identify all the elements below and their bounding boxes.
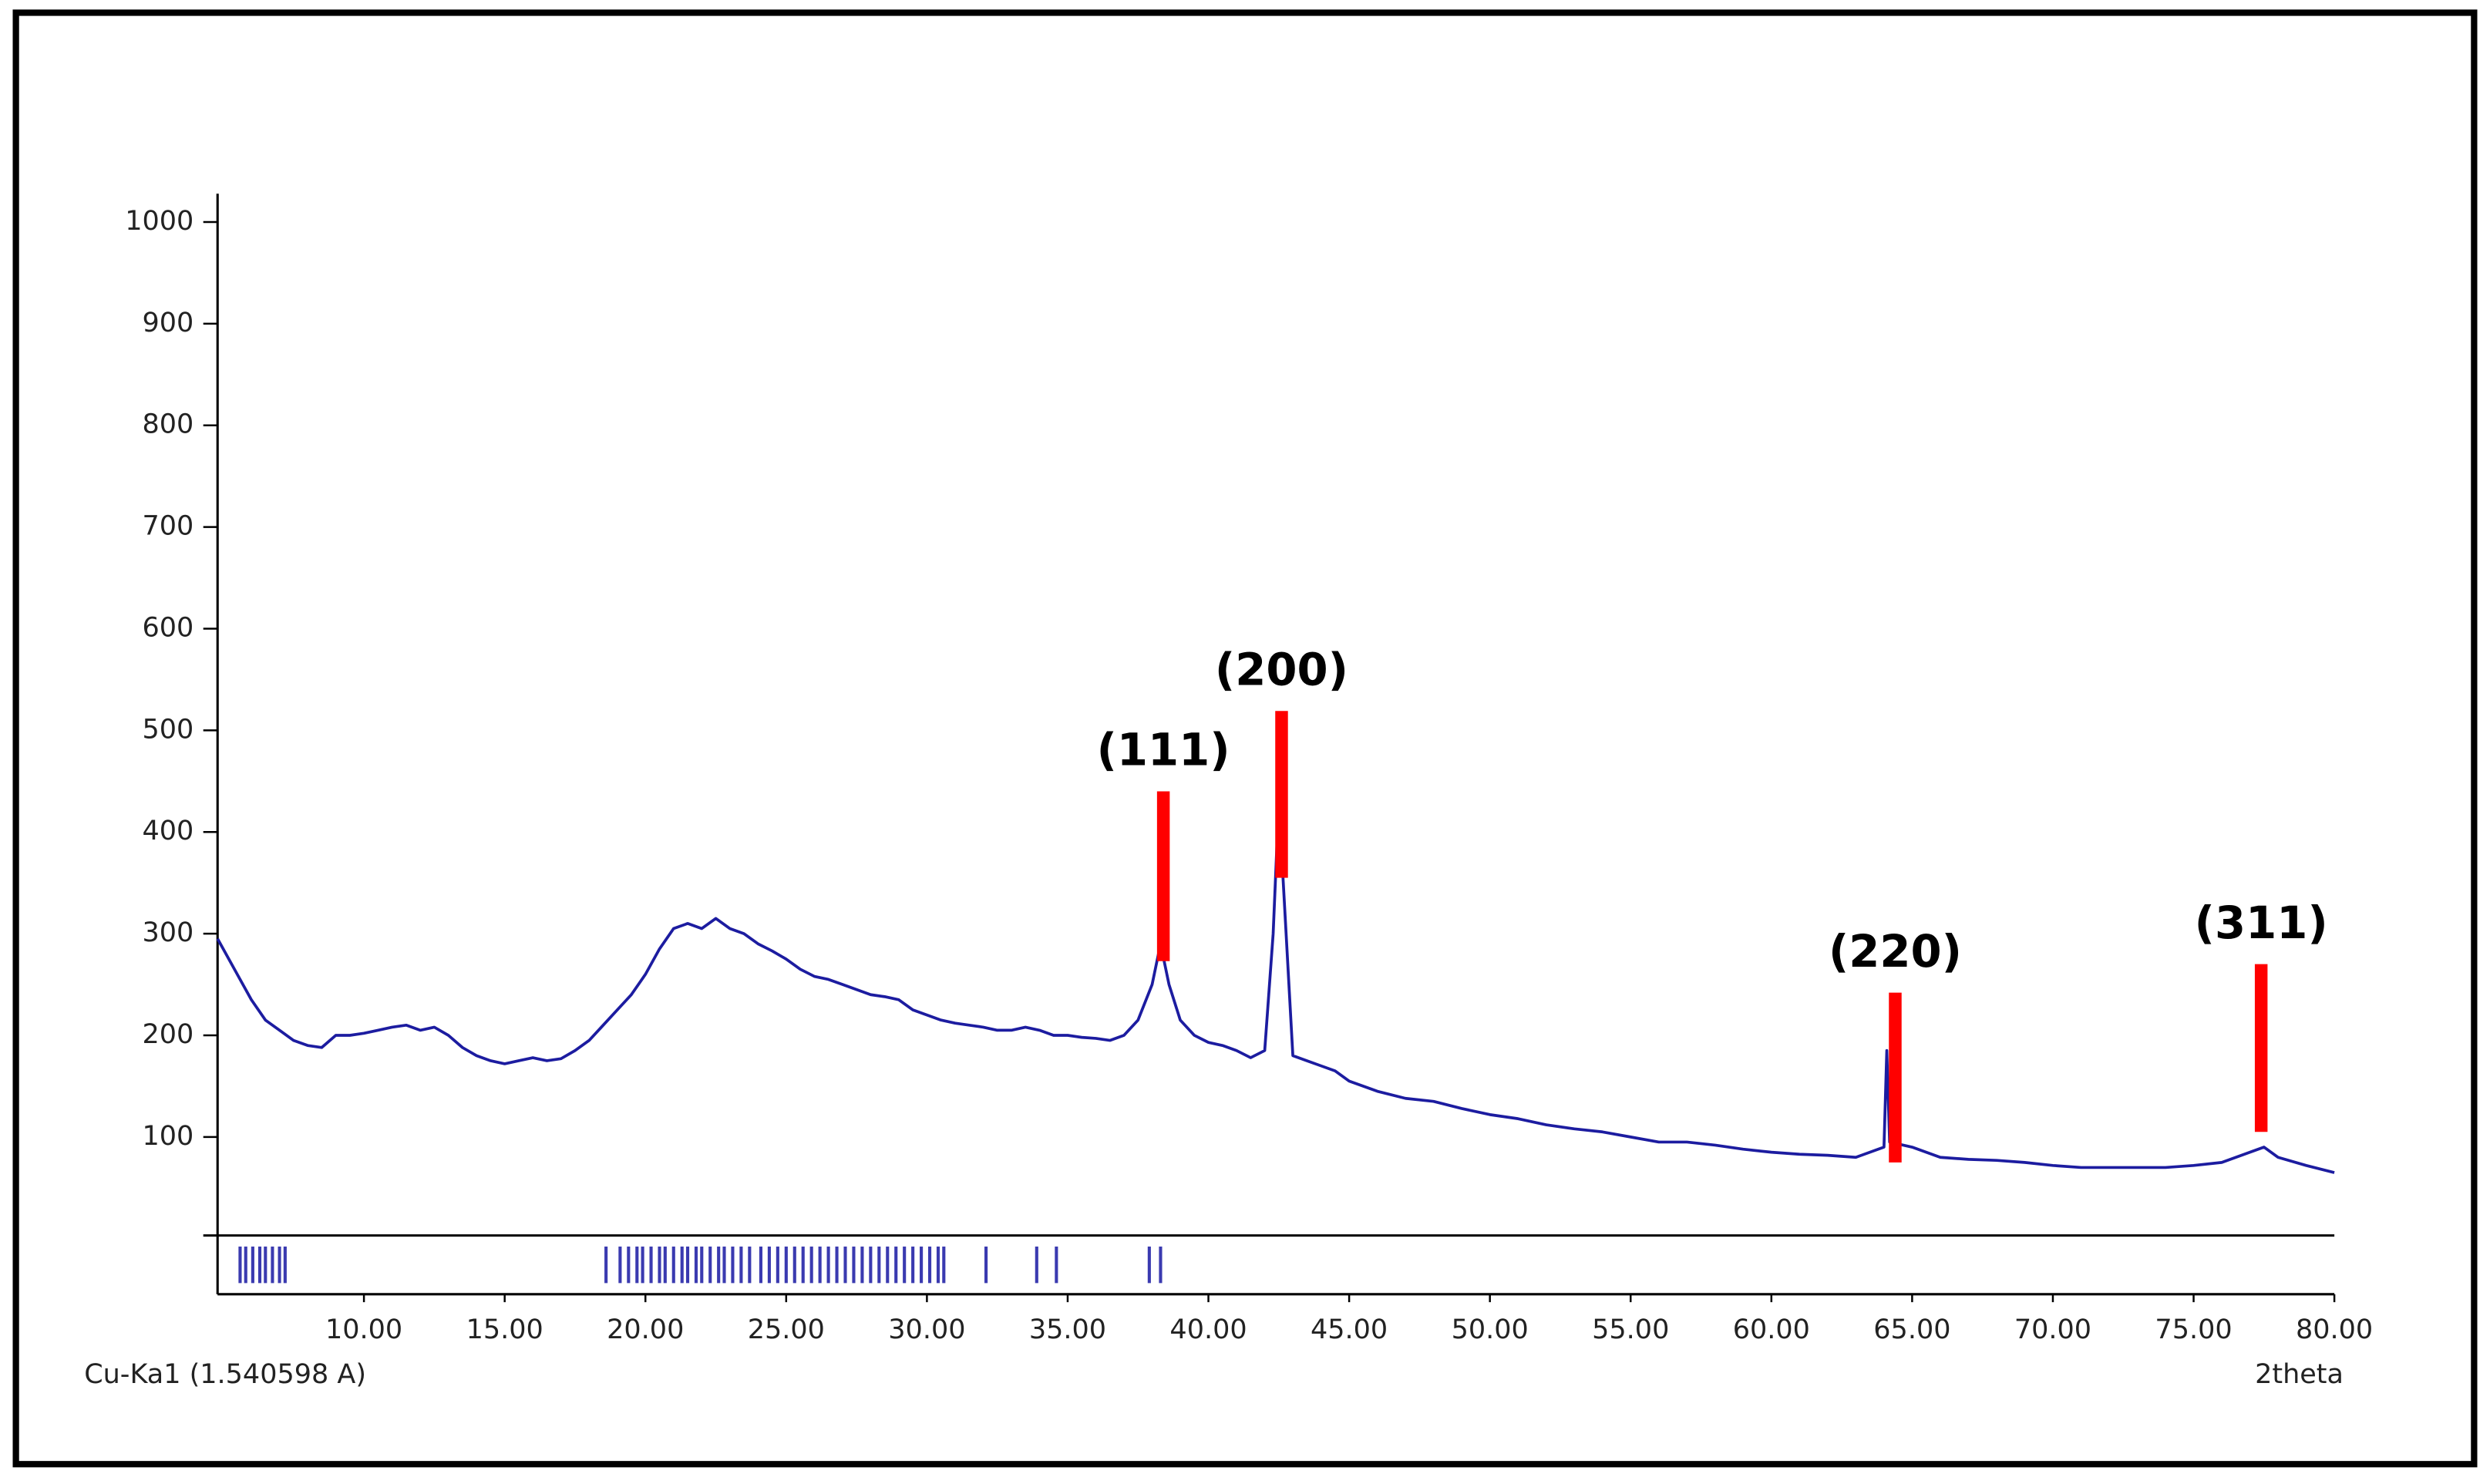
y-tick-label: 100 bbox=[143, 1121, 194, 1152]
y-tick-label: 300 bbox=[143, 917, 194, 948]
x-tick-label: 10.00 bbox=[325, 1314, 402, 1345]
x-tick-label: 20.00 bbox=[607, 1314, 684, 1345]
y-tick-label: 500 bbox=[143, 714, 194, 745]
peak-label: (200) bbox=[1215, 643, 1348, 695]
peak-label: (311) bbox=[2195, 897, 2328, 949]
frame bbox=[12, 9, 2478, 1468]
x-tick-label: 25.00 bbox=[748, 1314, 825, 1345]
data-line bbox=[216, 799, 2335, 1174]
x-tick-label: 80.00 bbox=[2296, 1314, 2373, 1345]
x-tick-label: 65.00 bbox=[1873, 1314, 1950, 1345]
x-tick-label: 40.00 bbox=[1169, 1314, 1247, 1345]
y-tick-label: 400 bbox=[143, 816, 194, 846]
x-tick-label: 35.00 bbox=[1029, 1314, 1106, 1345]
x-tick-label: 30.00 bbox=[888, 1314, 965, 1345]
peak-label: (111) bbox=[1097, 724, 1230, 776]
source-label: Cu-Ka1 (1.540598 A) bbox=[84, 1359, 366, 1390]
x-tick-label: 70.00 bbox=[2014, 1314, 2091, 1345]
x-tick-label: 15.00 bbox=[466, 1314, 543, 1345]
x-tick-label: 55.00 bbox=[1592, 1314, 1669, 1345]
y-tick-label: 900 bbox=[143, 308, 194, 338]
peak-label: (220) bbox=[1829, 925, 1962, 978]
x-tick-label: 50.00 bbox=[1452, 1314, 1529, 1345]
x-tick-label: 60.00 bbox=[1733, 1314, 1810, 1345]
y-tick-label: 700 bbox=[143, 511, 194, 542]
y-tick-label: 800 bbox=[143, 409, 194, 440]
x-axis-label: 2theta bbox=[2255, 1359, 2344, 1390]
y-tick-label: 1000 bbox=[125, 206, 193, 237]
y-tick-label: 200 bbox=[143, 1019, 194, 1050]
x-tick-label: 45.00 bbox=[1311, 1314, 1388, 1345]
x-tick-label: 75.00 bbox=[2155, 1314, 2232, 1345]
y-tick-label: 600 bbox=[143, 612, 194, 643]
